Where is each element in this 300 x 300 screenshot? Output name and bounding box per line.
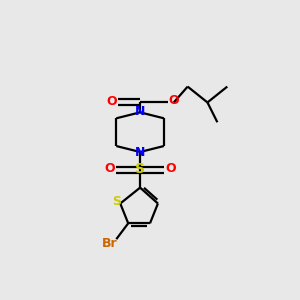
Text: S: S [135, 162, 145, 176]
Text: O: O [169, 94, 179, 107]
Text: O: O [166, 162, 176, 175]
Text: O: O [106, 95, 117, 108]
Text: N: N [135, 105, 145, 118]
Text: N: N [135, 146, 145, 160]
Text: S: S [112, 195, 121, 208]
Text: Br: Br [102, 237, 117, 250]
Text: O: O [104, 162, 115, 175]
